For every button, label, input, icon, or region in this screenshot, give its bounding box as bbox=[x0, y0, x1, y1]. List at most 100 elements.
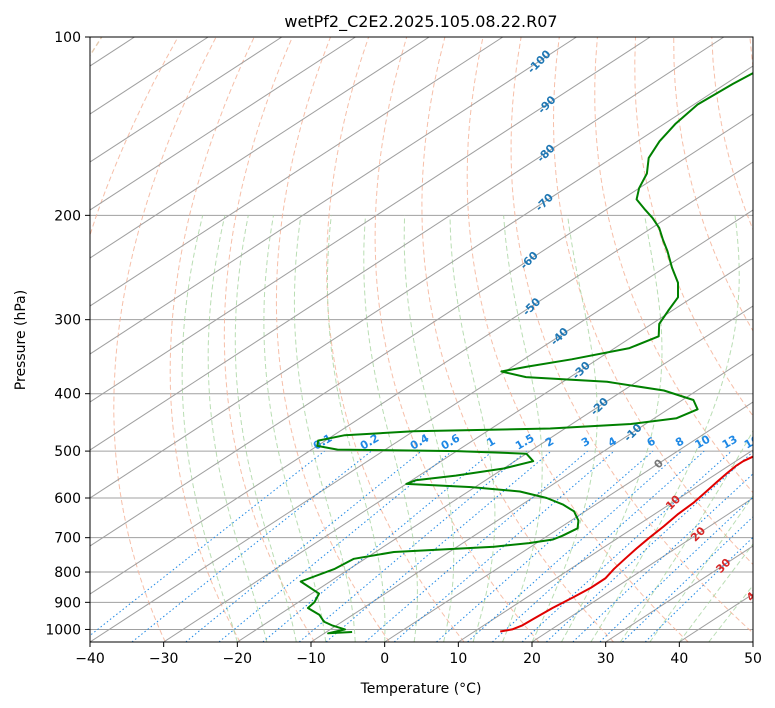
isotherm-label: -90 bbox=[535, 93, 558, 116]
y-axis: 100 200 300 400 500 600 700 800 900 1000 bbox=[45, 30, 90, 638]
dry-adiabat-line bbox=[594, 37, 753, 494]
y-tick-label: 300 bbox=[54, 313, 81, 329]
temperature-line bbox=[500, 455, 753, 633]
mixing-ratio-line bbox=[393, 450, 615, 642]
dewpoint-line bbox=[299, 71, 753, 635]
isotherm-line bbox=[752, 641, 753, 642]
y-tick-label: 500 bbox=[54, 444, 81, 460]
isotherm-line bbox=[90, 37, 283, 163]
isotherm-label: -40 bbox=[548, 325, 571, 348]
dry-adiabat-line bbox=[552, 37, 753, 566]
mixing-ratio-label: 10 bbox=[693, 432, 713, 451]
mixing-ratio-label: 6 bbox=[645, 434, 658, 449]
mixing-ratio-label: 13 bbox=[720, 433, 740, 452]
isotherm-label: -100 bbox=[525, 47, 554, 76]
isotherm-line bbox=[90, 37, 430, 259]
x-tick-label: −30 bbox=[149, 651, 179, 667]
moist-adiabat-label: 0 bbox=[651, 456, 666, 471]
isotherm-label: -80 bbox=[534, 142, 557, 165]
chart-title: wetPf2_C2E2.2025.105.08.22.R07 bbox=[284, 12, 557, 32]
dry-adiabat-line bbox=[749, 37, 753, 70]
mixing-ratio-line bbox=[644, 536, 753, 642]
mixing-ratio-line bbox=[467, 450, 682, 642]
mixing-ratio-line bbox=[572, 473, 753, 642]
isotherm-line bbox=[237, 305, 753, 642]
x-tick-label: 0 bbox=[380, 651, 389, 667]
moist-adiabat-line bbox=[531, 215, 598, 642]
x-tick-label: 10 bbox=[449, 651, 467, 667]
moist-adiabat-line bbox=[619, 429, 753, 642]
x-tick-label: 30 bbox=[597, 651, 615, 667]
moist-adiabat-label: 40 bbox=[744, 584, 764, 604]
dry-adiabat-line bbox=[374, 37, 540, 642]
mixing-ratio-label: 3 bbox=[579, 435, 592, 450]
moist-adiabat-line bbox=[561, 215, 663, 642]
mixing-ratio-line bbox=[325, 450, 552, 642]
x-axis-label: Temperature (°C) bbox=[360, 681, 482, 697]
moist-adiabat-line bbox=[207, 215, 268, 642]
mixing-ratio-line bbox=[545, 451, 753, 642]
isotherm-line bbox=[458, 449, 753, 642]
dry-adiabat-line bbox=[275, 37, 390, 642]
x-tick-label: 20 bbox=[523, 651, 541, 667]
isotherm-line bbox=[90, 37, 725, 451]
mixing-ratio-line bbox=[131, 450, 372, 642]
isotherm-line bbox=[605, 545, 753, 642]
y-tick-label: 1000 bbox=[45, 622, 81, 638]
isotherm-line bbox=[90, 37, 651, 403]
plot-content: -100-90-80-70-60-50-40-30-20-10 0.1 0.2 0.… bbox=[90, 37, 764, 642]
moist-adiabat-line bbox=[649, 494, 753, 642]
isotherm-line bbox=[90, 37, 504, 307]
y-tick-label: 700 bbox=[54, 531, 81, 547]
mixing-ratio-label: 0.1 bbox=[311, 432, 334, 453]
dry-adiabat-line bbox=[711, 37, 753, 231]
moist-adiabat-line bbox=[181, 215, 238, 642]
y-tick-label: 900 bbox=[54, 595, 81, 611]
x-axis: −40 −30 −20 −10 0 10 20 30 40 50 bbox=[75, 642, 762, 667]
mixing-ratio-line bbox=[218, 450, 453, 642]
isotherm-line bbox=[90, 65, 753, 499]
isotherm-line bbox=[90, 161, 753, 595]
x-tick-label: −20 bbox=[223, 651, 253, 667]
moist-adiabat-line bbox=[678, 543, 753, 642]
y-tick-label: 800 bbox=[54, 565, 81, 581]
isotherm-line bbox=[90, 37, 356, 211]
mixing-ratio-lines bbox=[90, 450, 753, 642]
x-tick-label: 40 bbox=[670, 651, 688, 667]
isotherm-line bbox=[90, 209, 753, 642]
dry-adiabat-line bbox=[673, 37, 753, 332]
x-tick-label: −40 bbox=[75, 651, 105, 667]
dry-adiabat-line bbox=[169, 37, 255, 642]
mixing-ratio-label: 2 bbox=[543, 435, 556, 450]
mixing-ratio-line bbox=[599, 496, 753, 642]
plot-frame bbox=[89, 36, 754, 643]
moist-adiabat-line bbox=[708, 584, 753, 642]
isotherm-line bbox=[679, 593, 753, 642]
isotherm-label: -50 bbox=[520, 295, 543, 318]
mixing-ratio-line bbox=[298, 450, 527, 642]
isotherm-line bbox=[310, 353, 753, 642]
mixing-ratio-line bbox=[185, 450, 422, 642]
moist-adiabat-line bbox=[502, 215, 543, 642]
mixing-ratio-label: 16 bbox=[742, 432, 762, 451]
mixing-ratio-line bbox=[364, 450, 588, 642]
isotherm-line bbox=[163, 257, 753, 642]
x-tick-label: −10 bbox=[296, 651, 326, 667]
isobar-gridlines bbox=[90, 37, 753, 630]
dry-adiabat-line bbox=[113, 37, 217, 642]
mixing-ratio-label: 8 bbox=[673, 435, 686, 450]
mixing-ratio-line bbox=[622, 516, 753, 642]
dry-adiabat-line bbox=[634, 37, 753, 417]
sounding-series bbox=[299, 71, 753, 635]
dry-adiabat-line bbox=[90, 37, 179, 642]
isotherm-line bbox=[90, 37, 209, 115]
isotherm-line bbox=[384, 401, 753, 642]
isotherm-label: -30 bbox=[570, 359, 593, 382]
isotherm-label: -20 bbox=[588, 395, 611, 418]
isotherm-gridlines bbox=[90, 37, 753, 642]
dry-adiabat-line bbox=[223, 37, 316, 642]
y-tick-label: 600 bbox=[54, 491, 81, 507]
y-axis-label: Pressure (hPa) bbox=[13, 290, 29, 390]
